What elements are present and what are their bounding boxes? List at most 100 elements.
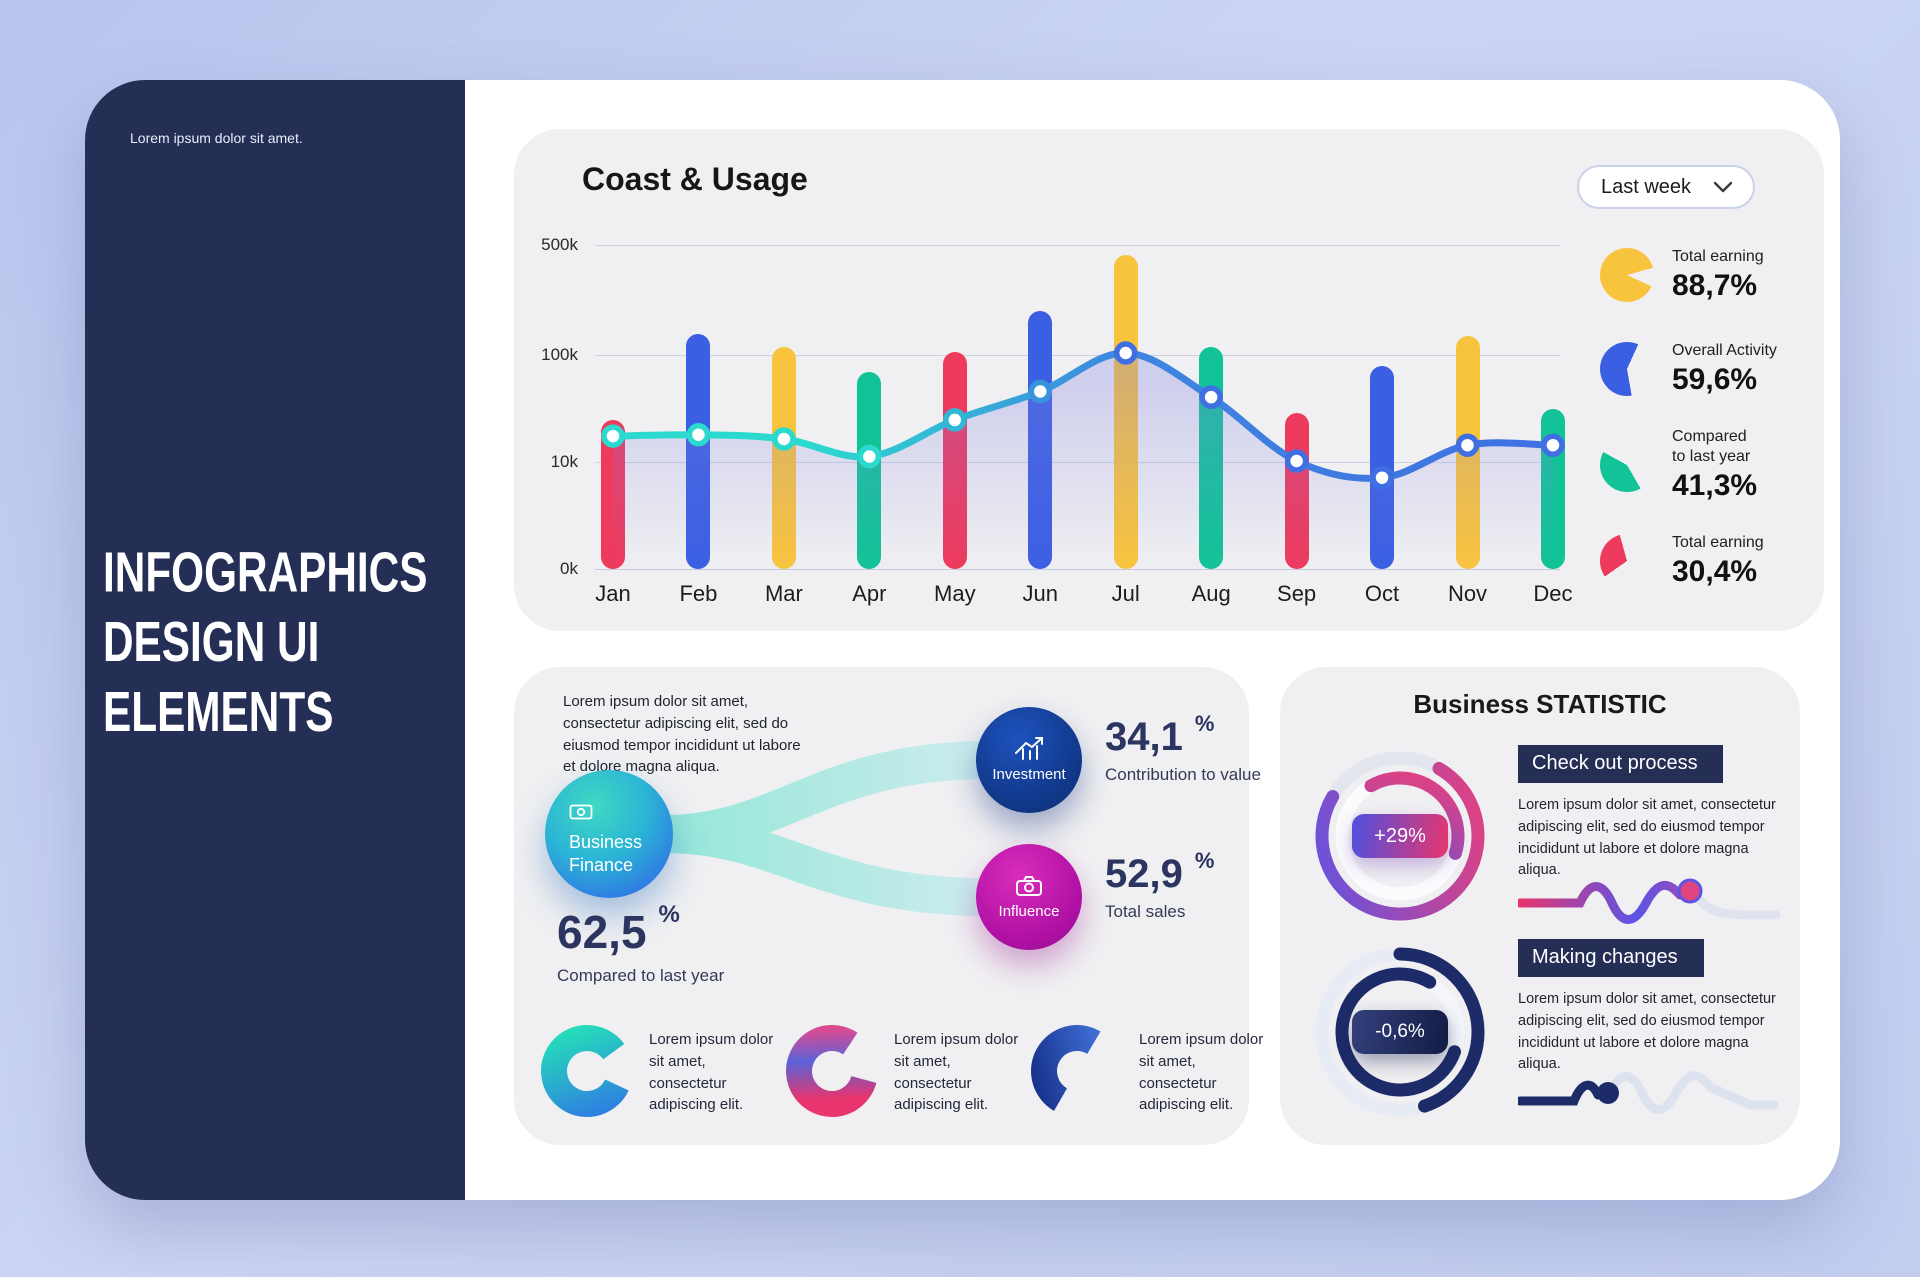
gridline — [595, 569, 1560, 570]
money-icon — [569, 804, 593, 820]
gauge-checkout-badge: +29% — [1352, 814, 1448, 858]
influence-stat-value: 52,9 — [1105, 852, 1183, 896]
business-finance-label: Business Finance — [569, 832, 643, 875]
sidebar-note: Lorem ipsum dolor sit amet. — [130, 130, 303, 146]
gridline — [595, 245, 1560, 246]
period-dropdown-value: Last week — [1601, 175, 1692, 198]
legend-row: Total earning 30,4% — [1600, 533, 1764, 589]
period-dropdown[interactable]: Last week — [1577, 165, 1755, 209]
statistic-title: Business STATISTIC — [1413, 689, 1667, 719]
x-axis-tick-Dec: Dec — [1533, 581, 1573, 606]
y-axis-tick: 500k — [541, 235, 578, 254]
investment-node-label: Investment — [992, 766, 1066, 783]
x-axis-tick-Oct: Oct — [1364, 581, 1400, 606]
bar-Jun — [1028, 311, 1053, 569]
legend-text: Compared to last year 41,3% — [1672, 427, 1757, 503]
investment-stat: 34,1% Contribution to value — [1105, 711, 1295, 786]
y-axis-tick: 10k — [550, 452, 578, 471]
investment-stat-unit: % — [1194, 711, 1215, 736]
legend-value: 59,6% — [1672, 363, 1758, 396]
influence-node: Influence — [976, 844, 1082, 950]
x-axis-tick-Jan: Jan — [595, 581, 631, 606]
x-axis-tick-Aug: Aug — [1191, 581, 1231, 606]
y-axis-tick: 0k — [560, 559, 578, 578]
squiggle-line-pink — [1518, 878, 1781, 924]
pie-icon — [1600, 534, 1654, 588]
legend-row: Overall Activity 59,6% — [1600, 341, 1777, 397]
usage-card: Coast & Usage Last week 500k 100k 10k 0k Jan… — [514, 129, 1824, 631]
influence-stat: 52,9% Total sales — [1105, 848, 1295, 923]
legend-value: 88,7% — [1672, 269, 1758, 302]
donut-chart-blue-icon — [1031, 1025, 1123, 1117]
influence-stat-desc: Total sales — [1105, 902, 1186, 921]
statistic-card: Business STATISTIC +29% Check out proces… — [1280, 667, 1800, 1145]
compared-stat: 62,5% Compared to last year — [557, 901, 725, 987]
bar-Nov — [1455, 336, 1480, 569]
trend-line — [609, 349, 1557, 482]
x-axis-tick-May: May — [934, 581, 976, 606]
changes-paragraph: Lorem ipsum dolor sit amet, consectetur … — [1518, 991, 1776, 1073]
checkout-heading: Check out process — [1518, 745, 1723, 783]
legend-value: 41,3% — [1672, 469, 1758, 502]
legend-text: Total earning 88,7% — [1672, 247, 1764, 303]
pie-icon — [1600, 342, 1654, 396]
gridline — [595, 462, 1560, 463]
x-axis-tick-Jun: Jun — [1022, 581, 1058, 606]
usage-card-title: Coast & Usage — [582, 161, 808, 197]
x-axis-tick-Feb: Feb — [679, 581, 718, 606]
legend-label: Total earning — [1672, 248, 1764, 265]
bar-Apr — [857, 372, 882, 569]
chevron-down-icon — [1713, 181, 1733, 193]
x-axis-tick-Mar: Mar — [764, 581, 803, 606]
gauge-changes — [1315, 947, 1485, 1117]
bar-Jul — [1113, 255, 1138, 569]
gauge-checkout — [1315, 751, 1485, 921]
legend-text: Overall Activity 59,6% — [1672, 341, 1777, 397]
gridline — [595, 355, 1560, 356]
legend-row: Compared to last year 41,3% — [1600, 427, 1757, 503]
checkout-paragraph: Lorem ipsum dolor sit amet, consectetur … — [1518, 797, 1776, 879]
bar-Feb — [686, 334, 711, 569]
bar-Oct — [1370, 366, 1395, 569]
y-axis-tick: 100k — [541, 345, 578, 364]
sidebar: Lorem ipsum dolor sit amet. INFOGRAPHICS… — [85, 80, 465, 1200]
sidebar-title-line: ELEMENTS — [103, 679, 334, 743]
bar-Sep — [1284, 413, 1309, 569]
pie-icon — [1600, 248, 1654, 302]
donut-chart-pink-icon — [786, 1025, 878, 1117]
x-axis-tick-Jul: Jul — [1111, 581, 1140, 606]
x-axis-tick-Nov: Nov — [1447, 581, 1488, 606]
donut-note-1: Lorem ipsum dolor sit amet, consectetur … — [539, 1023, 777, 1119]
bar-Aug — [1199, 347, 1224, 569]
donut-note-3: Lorem ipsum dolor sit amet, consectetur … — [1029, 1023, 1267, 1119]
bar-May — [942, 352, 967, 569]
bar-Mar — [771, 347, 796, 569]
finance-card: Lorem ipsum dolor sit amet, consectetur … — [514, 667, 1263, 1145]
investment-stat-value: 34,1 — [1105, 715, 1183, 759]
x-axis-tick-Apr: Apr — [852, 581, 887, 606]
finance-paragraph: Lorem ipsum dolor sit amet, consectetur … — [563, 693, 801, 776]
sidebar-title: INFOGRAPHICS DESIGN UI ELEMENTS — [103, 538, 427, 747]
sidebar-title-line: INFOGRAPHICS — [103, 540, 428, 604]
changes-heading: Making changes — [1518, 939, 1704, 977]
legend-label: Overall Activity — [1672, 342, 1777, 359]
legend-text: Total earning 30,4% — [1672, 533, 1764, 589]
legend-label: Compared to last year — [1672, 428, 1751, 465]
squiggle-line-navy — [1518, 1071, 1779, 1114]
influence-node-label: Influence — [998, 903, 1060, 920]
camera-icon — [1016, 876, 1042, 896]
bar-Jan — [601, 420, 625, 569]
business-finance-bubble: Business Finance — [545, 770, 673, 898]
compared-stat-value: 62,5 — [557, 906, 647, 958]
trend-area — [613, 352, 1553, 569]
legend-row: Total earning 88,7% — [1600, 247, 1764, 303]
gauge-changes-badge: -0,6% — [1352, 1010, 1448, 1054]
influence-stat-unit: % — [1194, 848, 1215, 873]
legend-label: Total earning — [1672, 534, 1764, 551]
donut-chart-teal-icon — [541, 1025, 633, 1117]
x-axis-tick-Sep: Sep — [1277, 581, 1317, 606]
sidebar-title-line: DESIGN UI — [103, 609, 320, 674]
compared-stat-label: Compared to last year — [557, 966, 725, 985]
pie-icon — [1600, 438, 1654, 492]
